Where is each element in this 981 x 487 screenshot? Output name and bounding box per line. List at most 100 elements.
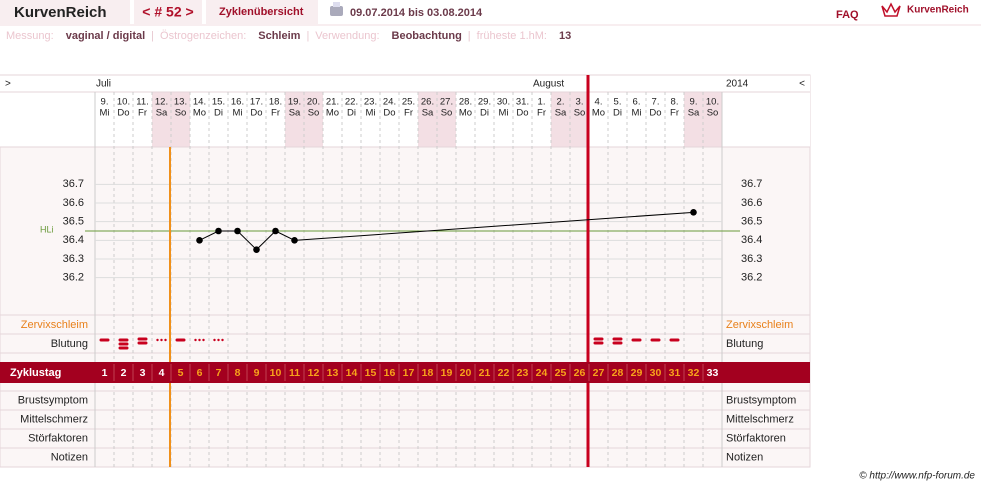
temperature-point <box>690 209 697 216</box>
setting-value: 13 <box>559 30 571 42</box>
setting-label: früheste 1.hM: <box>477 30 547 42</box>
day-number: 10. <box>706 97 719 108</box>
faq-link[interactable]: FAQ <box>836 9 859 21</box>
day-number: 21. <box>326 97 339 108</box>
y-tick-label-right: 36.4 <box>741 234 762 246</box>
weekend-shade <box>418 92 437 147</box>
cycle-day: 2 <box>121 367 127 379</box>
bleeding-dash <box>175 338 186 342</box>
bleeding-dash <box>650 338 661 342</box>
cycle-day: 15 <box>365 367 377 379</box>
print-icon[interactable] <box>330 6 343 16</box>
overview-box[interactable] <box>206 0 318 24</box>
cycle-day: 33 <box>707 367 719 379</box>
row-label-right: Störfaktoren <box>726 432 786 444</box>
cycle-day: 27 <box>593 367 605 379</box>
temperature-point <box>291 237 298 244</box>
day-number: 6. <box>633 97 641 108</box>
bleeding-dot <box>221 338 224 342</box>
day-number: 5. <box>614 97 622 108</box>
cycle-day: 16 <box>384 367 396 379</box>
cycle-day: 9 <box>254 367 260 379</box>
setting-value: vaginal / digital <box>66 30 145 42</box>
row-label: Notizen <box>51 451 88 463</box>
weekday: So <box>175 108 187 119</box>
row-label-right: Blutung <box>726 338 763 350</box>
row-label: Mittelschmerz <box>20 413 88 425</box>
cycle-box[interactable] <box>134 0 202 24</box>
weekday: Sa <box>289 108 301 119</box>
day-number: 23. <box>364 97 377 108</box>
day-number: 9. <box>690 97 698 108</box>
bleeding-dot <box>202 338 205 342</box>
y-tick-label: 36.4 <box>63 234 84 246</box>
day-number: 4. <box>595 97 603 108</box>
day-number: 27. <box>440 97 453 108</box>
header-background <box>0 75 810 147</box>
day-number: 12. <box>155 97 168 108</box>
cycle-day: 20 <box>460 367 472 379</box>
bleeding-dash <box>631 338 642 342</box>
day-number: 19. <box>288 97 301 108</box>
cycle-nav[interactable]: < # 52 > <box>142 4 193 20</box>
day-number: 11. <box>136 97 149 108</box>
day-number: 8. <box>671 97 679 108</box>
hli-label: HLi <box>40 224 54 234</box>
y-tick-label: 36.7 <box>63 178 84 190</box>
day-number: 16. <box>231 97 244 108</box>
day-number: 26. <box>421 97 434 108</box>
day-number: 24. <box>383 97 396 108</box>
weekday: Di <box>613 108 622 119</box>
weekend-shade <box>171 92 190 147</box>
weekend-shade <box>304 92 323 147</box>
cycle-day: 7 <box>216 367 222 379</box>
row-label: Blutung <box>51 338 88 350</box>
setting-value: Beobachtung <box>392 30 462 42</box>
bleeding-dash <box>612 337 623 341</box>
weekday: Do <box>117 108 129 119</box>
day-number: 9. <box>101 97 109 108</box>
weekday: Fr <box>404 108 413 119</box>
bleeding-dash <box>137 337 148 341</box>
weekday: So <box>574 108 586 119</box>
cycle-day: 1 <box>102 367 108 379</box>
bleeding-dash <box>99 338 110 342</box>
y-tick-label-right: 36.2 <box>741 272 762 284</box>
weekday: Sa <box>156 108 168 119</box>
y-tick-label: 36.6 <box>63 197 84 209</box>
cycle-day: 5 <box>178 367 184 379</box>
weekend-shade <box>437 92 456 147</box>
day-number: 1. <box>538 97 546 108</box>
bleeding-dot <box>164 338 167 342</box>
bleeding-dash <box>118 346 129 350</box>
weekday: Mi <box>99 108 109 119</box>
day-number: 15. <box>212 97 225 108</box>
overview-link[interactable]: Zyklenübersicht <box>219 6 304 18</box>
year: 2014 <box>726 79 749 90</box>
separator: | <box>306 30 309 42</box>
cycle-day: 23 <box>517 367 529 379</box>
day-number: 2. <box>557 97 565 108</box>
weekday: Sa <box>555 108 567 119</box>
bleeding-dash <box>593 341 604 345</box>
day-number: 30. <box>497 97 510 108</box>
temperature-point <box>253 246 260 253</box>
weekday: Mi <box>631 108 641 119</box>
weekday: Mo <box>459 108 472 119</box>
weekday: Mi <box>498 108 508 119</box>
weekday: Di <box>480 108 489 119</box>
cycle-day: 22 <box>498 367 510 379</box>
cycle-day: 11 <box>289 367 300 379</box>
cycle-day: 30 <box>650 367 662 379</box>
cycle-day: 13 <box>327 367 339 379</box>
day-number: 22. <box>345 97 358 108</box>
day-number: 13. <box>174 97 187 108</box>
cycle-day: 18 <box>422 367 434 379</box>
bleeding-dash <box>669 338 680 342</box>
temperature-point <box>215 227 222 235</box>
day-number: 25. <box>402 97 415 108</box>
day-number: 3. <box>576 97 584 108</box>
weekday: Fr <box>670 108 679 119</box>
bleeding-dot <box>156 338 159 342</box>
